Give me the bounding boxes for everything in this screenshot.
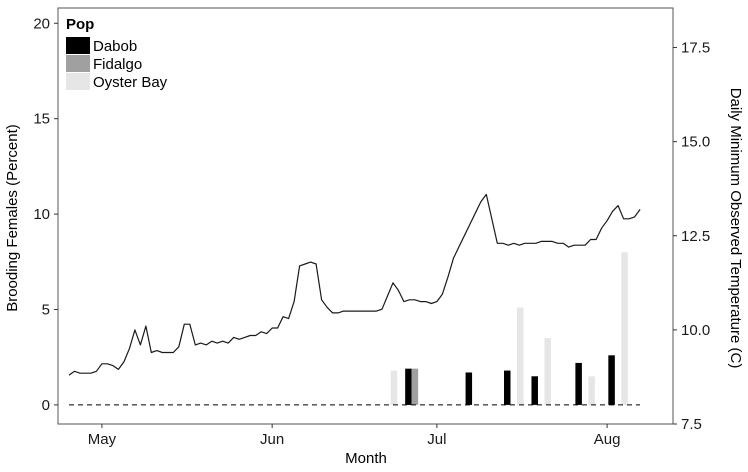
x-tick-label: Jun	[260, 431, 284, 448]
y-tick-label: 10	[33, 206, 50, 223]
y2-tick-label: 15.0	[681, 134, 710, 151]
bar-dabob	[465, 372, 473, 405]
x-tick-label: Aug	[594, 431, 621, 448]
y2-tick-label: 10.0	[681, 322, 710, 339]
bar-dabob	[608, 355, 615, 405]
plot-panel	[57, 7, 674, 425]
bar-oyster-bay	[621, 252, 628, 405]
bar-dabob	[405, 368, 412, 405]
legend-swatch-dabob	[66, 37, 90, 54]
bar-dabob	[531, 376, 538, 405]
bar-fidalgo	[411, 368, 419, 405]
y2-tick-label: 12.5	[681, 228, 710, 245]
temperature-line	[68, 193, 641, 376]
x-tick-label: May	[88, 431, 117, 448]
y-tick-label: 5	[42, 302, 50, 319]
y2-tick-label: 7.5	[681, 416, 702, 433]
legend-label-dabob: Dabob	[93, 38, 137, 55]
bar-oyster-bay	[544, 338, 551, 405]
temperature-layer	[68, 193, 641, 376]
legend-label-fidalgo: Fidalgo	[93, 56, 142, 73]
bar-oyster-bay	[517, 307, 524, 405]
bar-oyster-bay	[588, 376, 595, 405]
x-tick-label: Jul	[427, 431, 446, 448]
bar-oyster-bay	[390, 370, 398, 405]
y-axis-title: Brooding Females (Percent)	[4, 124, 21, 312]
x-axis: May Jun Jul Aug	[88, 424, 621, 448]
right-axis: 7.5 10.0 12.5 15.0 17.5	[673, 40, 710, 433]
y-tick-label: 15	[33, 111, 50, 128]
legend-swatch-oyster-bay	[66, 73, 90, 90]
bar-dabob	[504, 370, 511, 405]
left-axis: 0 5 10 15 20	[33, 15, 58, 414]
bar-dabob	[575, 362, 582, 405]
x-axis-title: Month	[345, 450, 387, 467]
bars-layer	[390, 252, 628, 405]
legend: Pop Dabob Fidalgo Oyster Bay	[66, 16, 168, 91]
y-tick-label: 20	[33, 15, 50, 32]
legend-swatch-fidalgo	[66, 55, 90, 72]
legend-label-oyster-bay: Oyster Bay	[93, 74, 168, 91]
y2-axis-title: Daily Minimum Observed Temperature (C)	[727, 88, 744, 369]
y2-tick-label: 17.5	[681, 40, 710, 57]
y-tick-label: 0	[42, 397, 50, 414]
legend-title: Pop	[66, 16, 94, 33]
